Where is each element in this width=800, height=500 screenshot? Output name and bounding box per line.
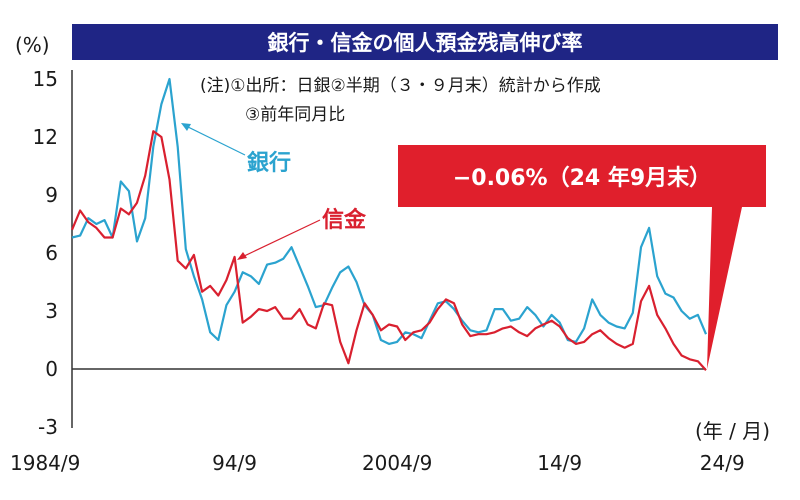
bank-arrow-head	[181, 123, 191, 131]
y-ticks: 15 12 9 6 3 0 -3	[33, 67, 58, 439]
y-tick-label: 6	[45, 241, 58, 265]
source-note: (注)①出所：日銀②半期（３・９月末）統計から作成	[200, 76, 601, 96]
shinkin-arrow-head	[237, 252, 247, 260]
bank-series-label: 銀行	[247, 150, 291, 176]
x-tick-label: 2004/9	[362, 451, 432, 475]
y-axis-unit: (%)	[15, 33, 50, 57]
shinkin-series-line	[70, 130, 707, 371]
y-tick-label: -3	[38, 415, 58, 439]
y-tick-label: 3	[45, 299, 58, 323]
shinkin-label-arrow	[239, 219, 321, 259]
y-tick-label: 0	[45, 357, 58, 381]
series-group	[70, 77, 708, 371]
x-tick-label: 1984/9	[10, 451, 80, 475]
bank-series-line	[71, 77, 708, 345]
x-tick-label: 24/9	[700, 451, 745, 475]
y-tick-label: 12	[33, 125, 58, 149]
x-tick-label: 94/9	[212, 451, 257, 475]
x-ticks: 1984/9 94/9 2004/9 14/9 24/9	[10, 451, 745, 475]
title-banner	[72, 24, 778, 60]
callout-box	[398, 145, 766, 369]
x-tick-label: 14/9	[537, 451, 582, 475]
y-tick-label: 15	[33, 67, 58, 91]
shinkin-series-label: 信金	[322, 207, 367, 233]
callout-text: −0.06%（24 年9月末）	[453, 165, 711, 191]
y-tick-label: 9	[45, 183, 58, 207]
chart-title: 銀行・信金の個人預金残高伸び率	[268, 31, 583, 55]
yoy-note: ③前年同月比	[245, 105, 345, 125]
x-axis-unit: (年 / 月)	[695, 419, 770, 443]
bank-label-arrow	[183, 124, 246, 156]
